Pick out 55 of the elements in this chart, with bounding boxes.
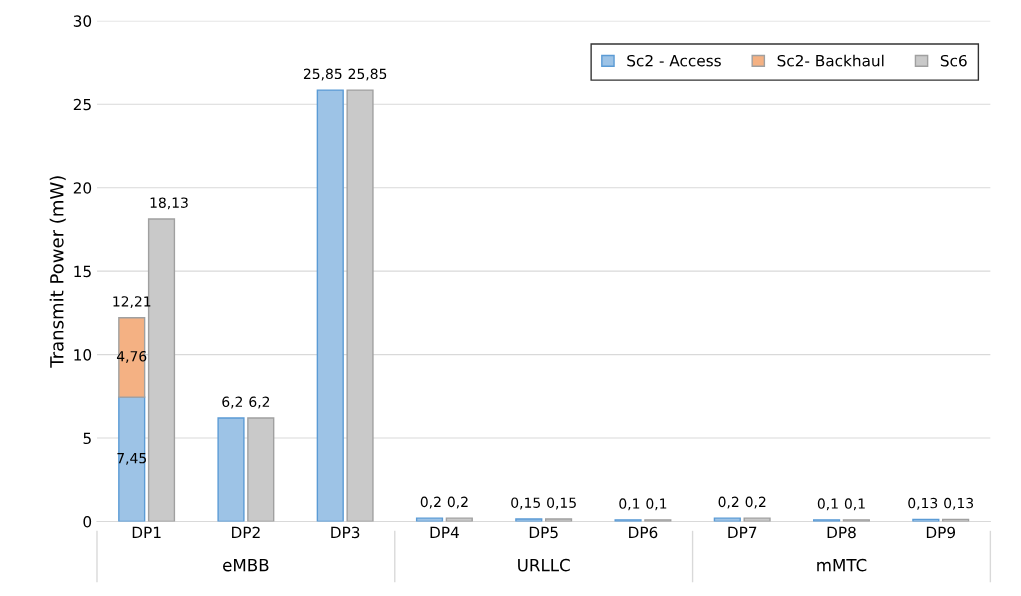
y-tick-label: 10 xyxy=(74,349,92,361)
bar xyxy=(415,517,444,522)
data-label: 0,1 xyxy=(844,498,865,511)
bar xyxy=(713,517,741,522)
bar xyxy=(118,317,146,398)
y-tick-label: 25 xyxy=(73,98,91,111)
x-tick-label: DP9 xyxy=(926,526,956,539)
data-label: 25,85 xyxy=(303,68,342,81)
bar xyxy=(743,517,771,522)
data-label: 7,45 xyxy=(117,453,146,465)
data-label: 0,13 xyxy=(908,497,938,510)
bar xyxy=(247,417,275,522)
data-label: 6,2 xyxy=(222,396,243,409)
x-tick-label: DP5 xyxy=(529,526,558,539)
data-label: 18,13 xyxy=(150,197,188,210)
data-label: 0,2 xyxy=(420,496,441,509)
x-tick-label: DP2 xyxy=(232,526,260,538)
text: eMBB xyxy=(223,559,269,572)
x-tick-label: DP8 xyxy=(827,526,856,539)
text: mMTC xyxy=(817,558,867,572)
x-tick-label: DP1 xyxy=(132,526,161,538)
y-tick-label: 30 xyxy=(73,15,92,27)
bar xyxy=(118,396,146,522)
annotation: 12,21 xyxy=(113,296,151,309)
bar xyxy=(515,518,543,522)
data-label: 0,15 xyxy=(547,497,576,510)
y-tick-label: 15 xyxy=(74,265,91,278)
data-label: 6,2 xyxy=(249,396,270,409)
x-tick-label: DP6 xyxy=(629,526,658,539)
data-label: 0,15 xyxy=(511,497,540,510)
legend-label: Sc6 xyxy=(940,54,967,67)
data-label: 25,85 xyxy=(348,68,387,81)
data-label: 4,76 xyxy=(116,350,147,363)
x-tick-label: DP7 xyxy=(728,526,757,538)
data-label: 0,2 xyxy=(745,496,766,509)
data-label: 0,1 xyxy=(619,498,640,511)
data-label: 0,1 xyxy=(646,498,667,511)
y-axis-title: Transmit Power (mW) xyxy=(49,176,66,368)
bar xyxy=(217,417,245,522)
data-label: 0,2 xyxy=(718,496,739,509)
y-tick-label: 0 xyxy=(83,515,92,528)
bar xyxy=(316,89,344,522)
bar xyxy=(346,89,374,522)
x-tick-label: DP3 xyxy=(331,526,360,539)
y-tick-label: 20 xyxy=(73,182,92,194)
legend-label: Sc2 - Access xyxy=(627,54,721,67)
bar xyxy=(544,518,573,522)
y-tick-label: 5 xyxy=(83,432,91,445)
data-label: 0,1 xyxy=(817,498,838,511)
data-label: 0,2 xyxy=(447,496,468,509)
text: URLLC xyxy=(518,558,570,572)
bar xyxy=(445,517,473,522)
legend-label: Sc2- Backhaul xyxy=(777,54,884,67)
x-tick-label: DP4 xyxy=(430,526,459,538)
data-label: 0,13 xyxy=(944,497,974,510)
